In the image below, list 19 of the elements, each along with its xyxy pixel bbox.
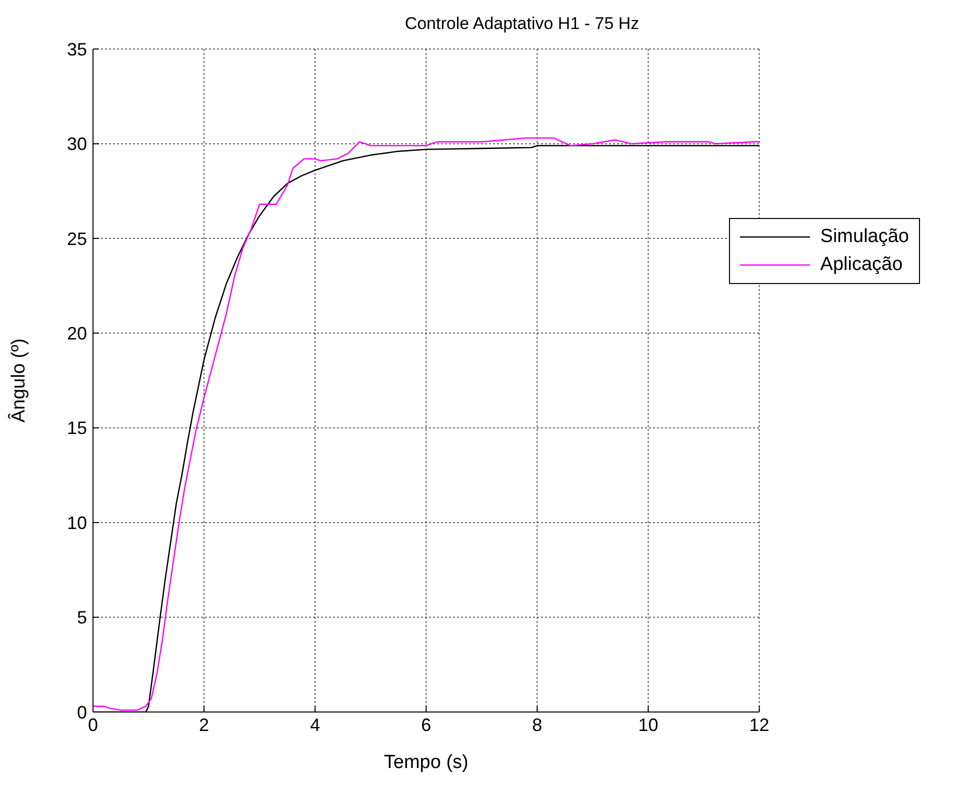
y-tick-label: 30 (66, 134, 87, 154)
y-tick-label: 25 (66, 228, 87, 249)
x-tick-label: 2 (199, 714, 210, 735)
x-tick-label: 8 (532, 714, 542, 735)
legend-label: Aplicação (820, 253, 903, 277)
x-tick-label: 4 (310, 714, 320, 735)
x-axis-title: Tempo (s) (384, 752, 468, 773)
legend-label: Simulação (820, 225, 909, 249)
y-axis-title: Ângulo (º) (8, 338, 30, 423)
y-tick-label: 5 (76, 608, 87, 628)
x-tick-label: 12 (749, 714, 770, 735)
y-tick-label: 35 (66, 39, 87, 60)
y-tick-label: 20 (66, 324, 87, 344)
chart-title: Controle Adaptativo H1 - 75 Hz (404, 14, 640, 34)
y-tick-label: 15 (66, 418, 87, 438)
y-tick-label: 0 (76, 702, 87, 722)
x-tick-label: 6 (421, 714, 432, 735)
y-tick-label: 10 (66, 512, 87, 533)
x-tick-label: 10 (638, 714, 658, 735)
